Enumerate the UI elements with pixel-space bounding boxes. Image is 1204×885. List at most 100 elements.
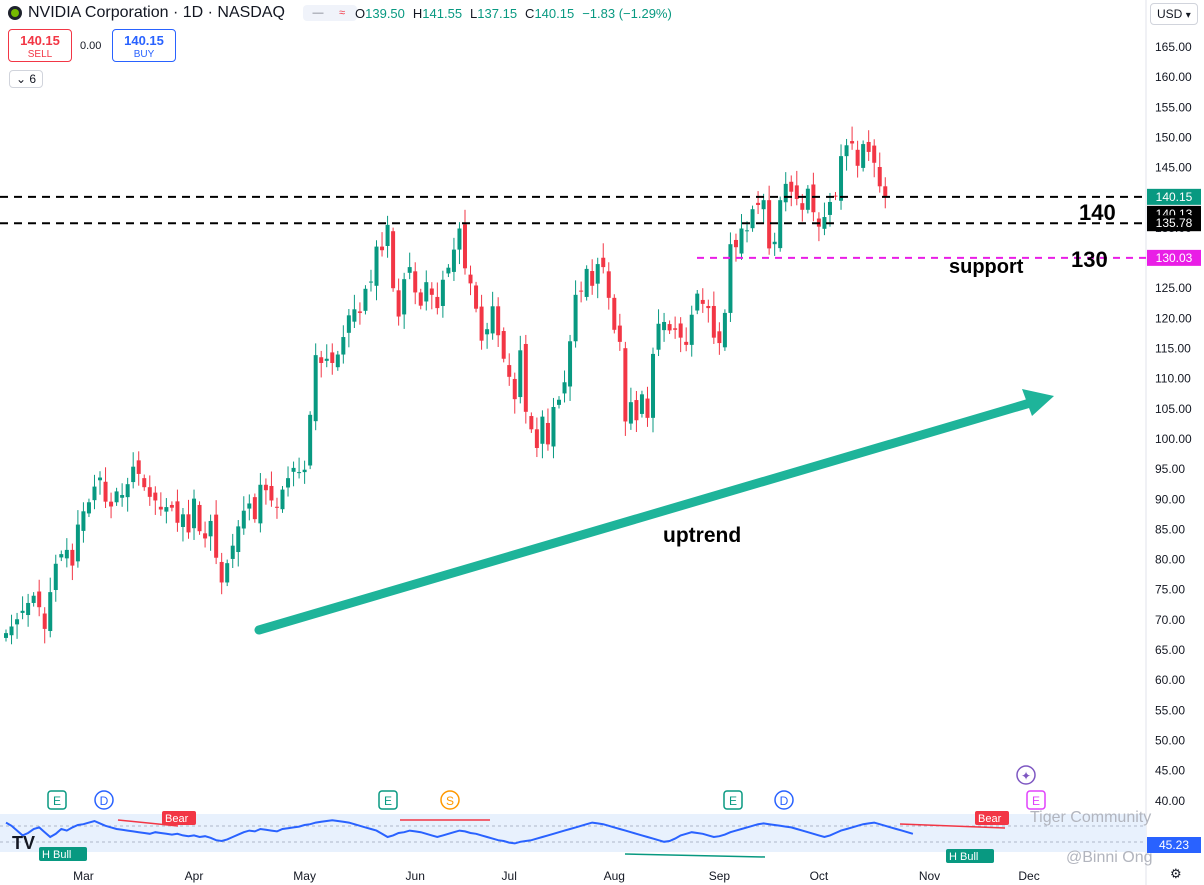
candle-body (722, 312, 727, 348)
drawing-overlays: 140 130 support uptrend (0, 195, 1146, 635)
indicator-toggle[interactable]: — ≈ (302, 5, 357, 21)
candle-body (855, 149, 860, 166)
candle-body (678, 323, 683, 338)
candle-body (114, 491, 119, 503)
candle-body (64, 549, 69, 559)
uptrend-label: uptrend (663, 524, 741, 547)
candle-body (374, 246, 379, 286)
minus-icon[interactable]: — (312, 7, 324, 19)
y-tick-label: 75.00 (1155, 583, 1185, 597)
x-tick-label: Sep (709, 869, 731, 883)
candle-body (534, 429, 539, 448)
candle-body (335, 354, 340, 368)
settings-gear-icon[interactable]: ⚙ (1170, 866, 1182, 881)
candle-body (794, 185, 799, 199)
candle-body (252, 497, 257, 520)
earnings-event-icon (47, 790, 67, 810)
candle-body (37, 591, 42, 608)
author-watermark: @Binni Ong (1066, 849, 1153, 866)
rsi-value: 45.23 (1159, 838, 1189, 852)
candle-body (861, 144, 866, 168)
candle-body (573, 294, 578, 342)
last-price-label: 140.15 (1156, 190, 1193, 204)
candle-body (612, 297, 617, 330)
chevron-down-icon: ⌄ (16, 72, 27, 86)
candle-body (313, 355, 318, 422)
y-tick-label: 50.00 (1155, 733, 1185, 747)
candle-body (15, 619, 20, 625)
earnings-event-icon (1026, 790, 1046, 810)
candle-body (662, 321, 667, 331)
symbol-title[interactable]: NVIDIA Corporation · 1D · NASDAQ (28, 4, 285, 21)
indicator-count-toggle[interactable]: ⌄ 6 (9, 70, 44, 88)
brand-watermark: Tiger Community (1030, 809, 1152, 826)
candle-body (706, 305, 711, 309)
candle-body (579, 290, 584, 292)
time-axis[interactable]: Mar Apr May Jun Jul Aug Sep Oct Nov Dec (73, 869, 1040, 883)
candle-body (545, 422, 550, 445)
x-tick-label: Dec (1018, 869, 1039, 883)
candle-body (219, 561, 224, 583)
rsi-value-bg (1147, 837, 1201, 853)
open-value: O139.50 (355, 6, 405, 21)
candle-body (214, 514, 219, 558)
candle-body (169, 504, 174, 508)
last-price-label-bg (1147, 188, 1201, 205)
earnings-event-icon (378, 790, 398, 810)
candle-body (756, 202, 761, 205)
candle-body (297, 472, 302, 474)
x-tick-label: May (293, 869, 316, 883)
candle-body (391, 231, 396, 289)
candle-body (59, 554, 64, 558)
price-axis[interactable]: 165.00160.00155.00150.00145.00140.00135.… (1147, 40, 1201, 808)
candle-body (866, 141, 871, 152)
earnings-event-label: E (1032, 794, 1040, 808)
candle-body (800, 203, 805, 210)
sell-button[interactable]: 140.15 SELL (8, 29, 72, 62)
candle-body (192, 498, 197, 529)
candle-body (203, 533, 208, 539)
currency-select[interactable]: USD ▾ (1150, 3, 1198, 25)
candle-body (451, 249, 456, 272)
spread-value: 0.00 (80, 40, 102, 52)
candle-body (728, 244, 733, 313)
candle-body (291, 467, 296, 472)
symbol-header[interactable]: NVIDIA Corporation · 1D · NASDAQ — ≈ (8, 4, 357, 22)
candle-body (31, 595, 36, 603)
candle-body (462, 224, 467, 269)
candle-body (877, 166, 882, 187)
candle-body (446, 267, 451, 274)
candle-body (435, 296, 440, 309)
candle-body (319, 357, 324, 363)
wave-icon[interactable]: ≈ (338, 7, 345, 19)
line-135-label-bg (1147, 215, 1201, 232)
candle-body (440, 279, 445, 306)
y-tick-label: 80.00 (1155, 553, 1185, 567)
buy-button[interactable]: 140.15 BUY (112, 29, 176, 62)
candle-body (811, 184, 816, 213)
candle-body (634, 400, 639, 421)
candle-body (623, 348, 628, 422)
y-tick-label: 100.00 (1155, 432, 1192, 446)
candle-body (147, 487, 152, 497)
candle-body (479, 306, 484, 341)
candle-body (158, 506, 163, 510)
candle-body (711, 305, 716, 338)
y-tick-label: 55.00 (1155, 703, 1185, 717)
candle-body (496, 306, 501, 336)
y-tick-label: 110.00 (1155, 372, 1191, 386)
y-tick-label: 150.00 (1155, 130, 1192, 144)
candle-body (86, 502, 91, 514)
candle-body (9, 626, 14, 636)
bull-badge-bg (39, 847, 87, 861)
candle-body (667, 324, 672, 331)
currency-value: USD (1157, 7, 1183, 21)
candle-body (357, 311, 362, 313)
candle-body (772, 241, 777, 245)
candle-body (363, 288, 368, 311)
candle-body (98, 477, 103, 481)
candle-body (839, 156, 844, 201)
candle-body (540, 416, 545, 444)
candle-body (136, 460, 141, 474)
